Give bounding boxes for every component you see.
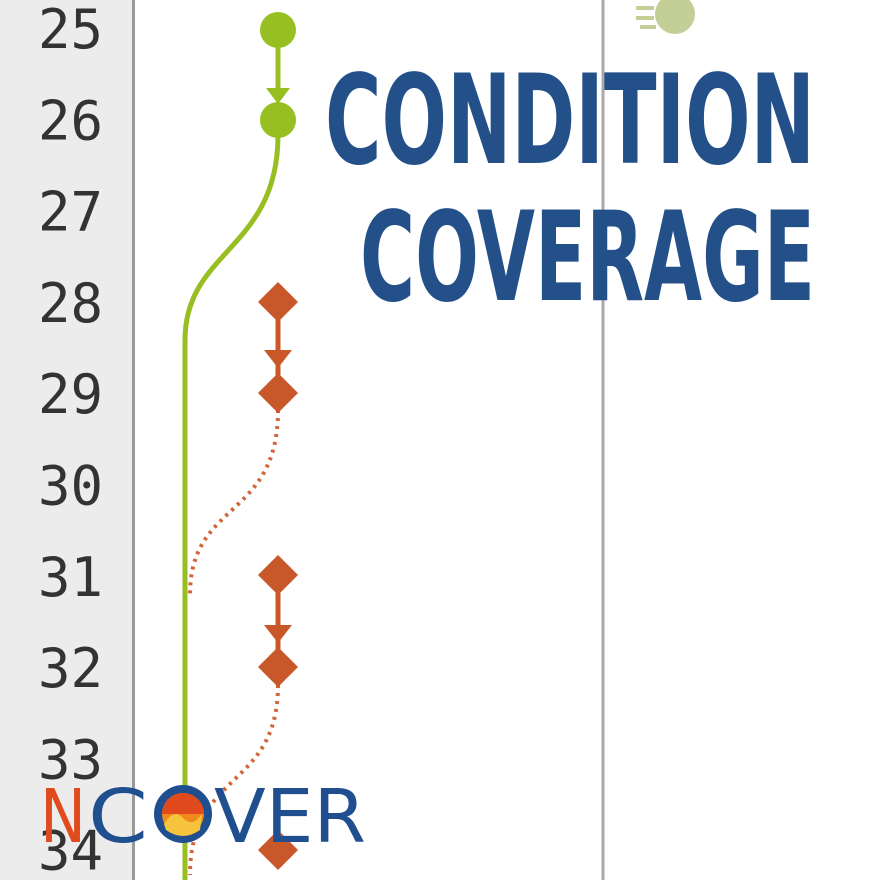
partial-nodes <box>258 282 298 870</box>
gutter <box>0 0 133 880</box>
logo-letters: VER <box>214 774 366 860</box>
line-number: 34 <box>38 820 103 880</box>
line-number: 27 <box>38 181 103 244</box>
logo-letter: C <box>88 774 148 860</box>
line-number: 28 <box>38 272 103 335</box>
line-number: 30 <box>38 455 103 518</box>
uncovered-branch <box>188 409 280 596</box>
logo-o-icon <box>154 785 212 843</box>
line-number: 25 <box>38 0 103 61</box>
line-number: 29 <box>38 363 103 426</box>
lightbulb-icon <box>636 0 695 34</box>
logo: N C VER <box>40 774 366 860</box>
line-number: 31 <box>38 546 103 609</box>
line-number: 33 <box>38 728 103 791</box>
logo-letter: N <box>40 774 86 860</box>
covered-node <box>260 102 296 138</box>
line-number: 32 <box>38 637 103 700</box>
title-line: COVERAGE <box>360 186 815 330</box>
coverage-graph <box>182 12 298 880</box>
title-line: CONDITION <box>325 49 815 193</box>
green-branch <box>182 134 281 880</box>
covered-node <box>260 12 296 48</box>
line-number: 26 <box>38 89 103 152</box>
